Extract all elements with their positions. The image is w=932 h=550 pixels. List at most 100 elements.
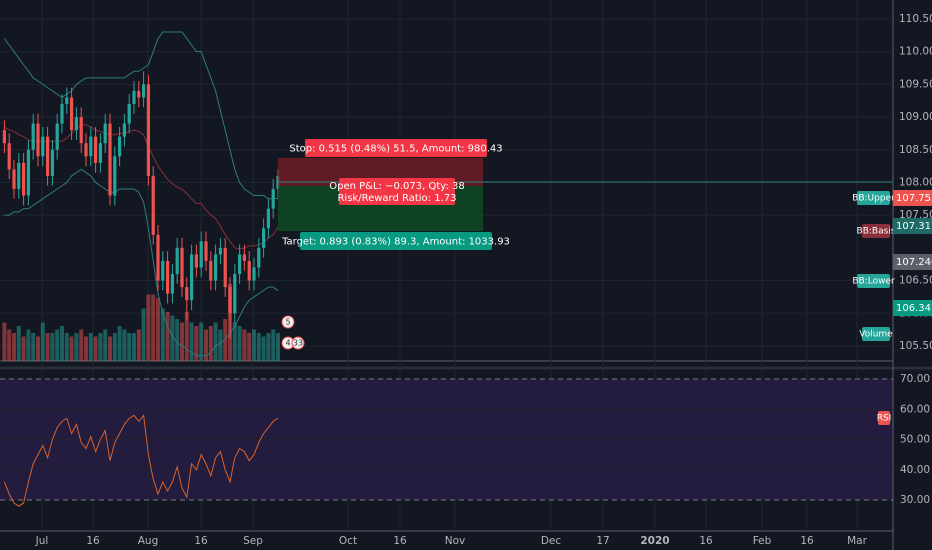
candle-body: [7, 143, 11, 170]
y-tick-label: 109.000: [899, 111, 932, 123]
candle-body: [74, 117, 78, 131]
candle-body: [204, 241, 208, 261]
price-badge-label: 107.240: [896, 257, 932, 268]
x-tick-label: 16: [194, 535, 208, 547]
badge-label: RSI: [877, 414, 892, 424]
event-label: 33: [293, 339, 303, 348]
volume-bar: [60, 326, 64, 361]
y-tick-label: 109.500: [899, 78, 932, 90]
volume-bar: [93, 336, 98, 361]
y-tick-label: 106.500: [899, 275, 932, 287]
candle-body: [137, 90, 141, 98]
candle-body: [257, 247, 261, 268]
rsi-tick-label: 30.00: [900, 494, 930, 506]
volume-bar: [88, 333, 93, 361]
candle-body: [266, 208, 270, 229]
volume-bar: [141, 308, 146, 361]
volume-bar: [237, 326, 242, 361]
badge-label: BB:Upper: [852, 194, 895, 204]
candle-body: [84, 143, 88, 157]
volume-bar: [204, 329, 208, 361]
x-tick-label: Aug: [138, 535, 159, 547]
bb-basis: [4, 124, 279, 250]
candle-body: [17, 162, 21, 190]
volume-bar: [16, 326, 21, 361]
rsi-tick-label: 60.00: [900, 403, 930, 415]
price-badge-label: 107.755: [896, 193, 932, 204]
volume-bar: [175, 319, 180, 361]
volume-bar: [31, 333, 36, 361]
rsi-tick-label: 40.00: [900, 464, 930, 476]
volume-bar: [208, 326, 213, 361]
volume-bar: [117, 326, 122, 361]
price-badge-label: 107.317: [896, 221, 932, 232]
candle-body: [151, 175, 155, 235]
y-tick-label: 108.000: [899, 176, 932, 188]
volume-bar: [180, 322, 184, 361]
candle-body: [214, 254, 218, 281]
bb-upper: [3, 31, 279, 200]
badge-box: [862, 327, 890, 341]
candle-body: [190, 254, 194, 301]
candle-body: [46, 136, 50, 176]
badge-box: [878, 411, 890, 425]
candle-body: [199, 241, 203, 268]
stop-label-box: [305, 139, 487, 157]
candle-body: [238, 254, 242, 275]
volume-bar: [261, 336, 266, 361]
x-tick-label: 16: [393, 535, 407, 547]
volume-bar: [7, 329, 12, 361]
volume-bar: [122, 329, 127, 361]
candle-body: [55, 123, 59, 150]
candle-body: [228, 287, 232, 314]
volume-bar: [194, 326, 199, 361]
candle-body: [79, 117, 83, 144]
candle-body: [218, 247, 222, 255]
y-tick-label: 108.500: [899, 144, 932, 156]
volume-bar: [247, 333, 252, 361]
x-tick-label: 17: [596, 535, 609, 547]
x-tick-label: 16: [86, 535, 100, 547]
rsi-tick-label: 70.00: [900, 373, 930, 385]
y-tick-label: 110.500: [899, 13, 932, 25]
candle-body: [118, 136, 122, 157]
x-tick-label: 16: [699, 535, 713, 547]
volume-bar: [36, 336, 40, 361]
candle-body: [41, 136, 45, 157]
volume-bar: [146, 294, 151, 361]
volume-bar: [151, 294, 156, 361]
target-label: Target: 0.893 (0.83%) 89.3, Amount: 1033…: [281, 237, 510, 248]
volume-bar: [26, 329, 31, 361]
candle-body: [70, 97, 74, 131]
candle-body: [94, 136, 98, 163]
price-badge: [893, 254, 932, 270]
volume-bar: [55, 329, 60, 361]
price-badge: [893, 300, 932, 316]
badge-label: BB:Lower: [852, 277, 895, 287]
rr-label: Risk/Reward Ratio: 1.73: [337, 193, 456, 204]
candle-body: [2, 130, 6, 144]
volume-bar: [74, 333, 79, 361]
volume-bar: [218, 329, 223, 361]
candle-body: [194, 254, 198, 268]
candle-body: [142, 84, 146, 98]
candle-body: [89, 136, 93, 157]
volume-bar: [156, 298, 160, 361]
x-tick-label: Feb: [753, 535, 772, 547]
volume-bar: [184, 312, 189, 361]
volume-bar: [271, 329, 276, 361]
volume-bar: [108, 336, 112, 361]
candle-body: [233, 274, 237, 314]
volume-bar: [2, 322, 7, 361]
position-tool[interactable]: Stop: 0.515 (0.48%) 51.5, Amount: 980.43…: [278, 139, 893, 250]
x-tick-label: Oct: [339, 535, 357, 547]
candle-body: [146, 84, 150, 176]
volume-bar: [84, 336, 88, 361]
candle-body: [127, 103, 131, 124]
pnl-box: [339, 178, 455, 205]
candle-body: [50, 149, 54, 176]
candle-body: [166, 260, 170, 294]
event-icon: [281, 315, 295, 329]
